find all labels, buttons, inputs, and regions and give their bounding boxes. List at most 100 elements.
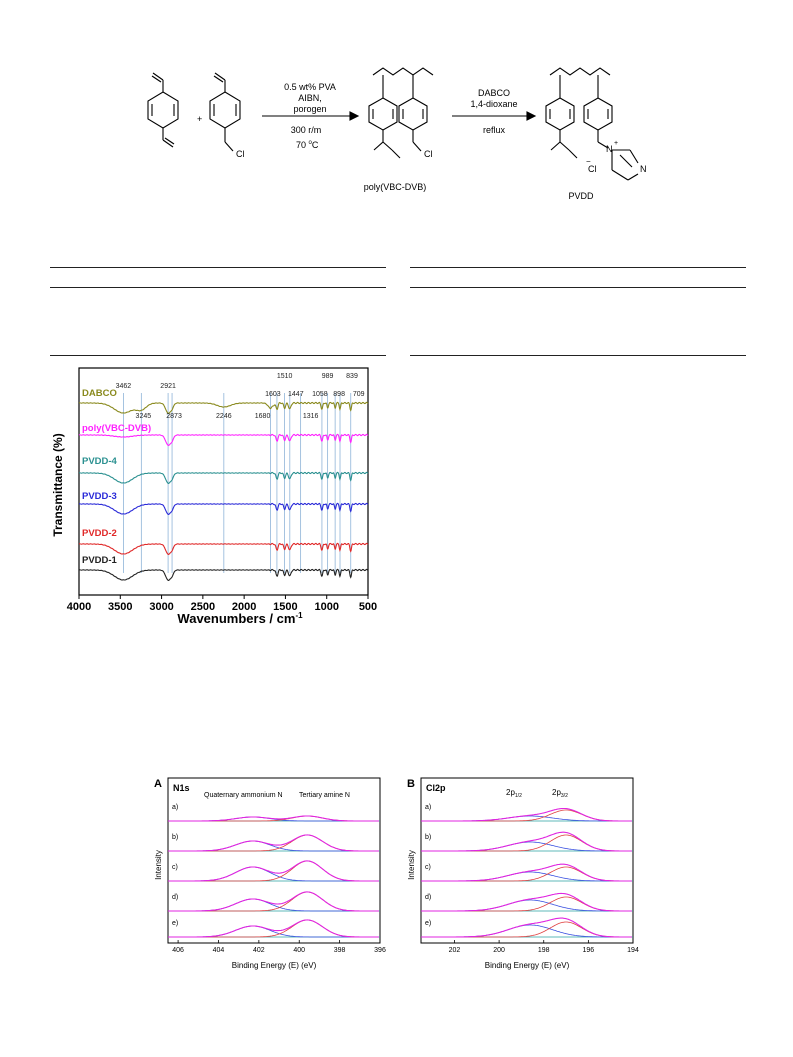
ftir-series-line <box>78 433 369 446</box>
ftir-figure: Transmittance (%) 4000 3500 3000 2500 2000 15… <box>50 365 390 630</box>
reaction-scheme: + Cl Cl 0.5 wt% PVA AIBN, porogen 300 r/… <box>0 0 793 230</box>
step2-condition-1: reflux <box>483 125 506 135</box>
xps-b-spectra: a) b) c) d) e) <box>421 804 633 938</box>
panel-a-letter: A <box>154 778 162 790</box>
plus-charge: + <box>614 140 618 147</box>
xps-row-label: d) <box>172 894 178 901</box>
xps-envelope <box>421 831 632 852</box>
step1-condition-1: 300 r/m <box>291 125 322 135</box>
step1-condition-2: 70 oC <box>296 140 319 150</box>
ftir-series-label: PVDD-1 <box>82 555 118 566</box>
ftir-peak-label: 839 <box>346 373 358 380</box>
ftir-series-label: PVDD-2 <box>82 528 117 539</box>
ftir-x-tick-label: 2000 <box>232 601 256 613</box>
xps-x-tick-label: 404 <box>213 947 225 954</box>
panel-b-letter: B <box>407 778 415 790</box>
xps-b-peak-right: 2p3/2 <box>552 788 568 799</box>
step2-reagent-2: 1,4-dioxane <box>470 99 517 109</box>
xps-x-tick-label: 406 <box>172 947 184 954</box>
plus-sign: + <box>197 114 202 124</box>
xps-x-tick-label: 198 <box>538 947 550 954</box>
ftir-series-label: DABCO <box>82 388 117 399</box>
ftir-series-label: PVDD-4 <box>82 456 118 467</box>
xps-x-tick-label: 202 <box>449 947 461 954</box>
xps-row-label: b) <box>425 834 431 841</box>
ftir-x-tick-label: 4000 <box>67 601 91 613</box>
xps-envelope <box>168 919 379 938</box>
ftir-y-axis-label: Transmittance (%) <box>51 433 65 536</box>
ftir-series-line <box>78 568 369 581</box>
xps-row-label: a) <box>425 804 431 811</box>
xps-panel-b: B Cl2p 2p1/2 2p3/2 Intensity a) b) c) d) e) … <box>405 775 645 975</box>
ftir-x-tick-label: 3000 <box>149 601 173 613</box>
xps-envelope <box>421 863 632 882</box>
table-left-header-rule <box>50 287 386 288</box>
xps-b-y-label: Intensity <box>407 850 416 880</box>
xps-b-tag: Cl2p <box>426 783 446 793</box>
xps-envelope <box>421 917 632 938</box>
ftir-peak-label: 1680 <box>255 413 271 420</box>
ftir-peak-label: 709 <box>353 391 365 398</box>
xps-a-tag: N1s <box>173 783 190 793</box>
xps-envelope <box>168 860 379 882</box>
step2-reagent-1: DABCO <box>478 88 510 98</box>
ftir-x-axis-label: Wavenumbers / cm-1 <box>177 611 303 626</box>
ftir-peak-labels: 3462 3245 2921 2873 2246 1680 1603 1510 1447 1316… <box>116 373 365 420</box>
xps-panel-a: A N1s Quaternary ammonium N Tertiary ami… <box>152 775 392 975</box>
xps-x-tick-label: 200 <box>493 947 505 954</box>
xps-row-label: b) <box>172 834 178 841</box>
ftir-series-label: poly(VBC-DVB) <box>82 423 151 434</box>
chloride-counterion: Cl <box>588 164 597 174</box>
ftir-peak-label: 898 <box>333 391 345 398</box>
xps-row-label: c) <box>425 864 431 871</box>
xps-a-x-label: Binding Energy (E) (eV) <box>232 961 317 970</box>
product2-label: PVDD <box>568 191 594 201</box>
cl-label-vbc: Cl <box>236 149 245 159</box>
ftir-peak-label: 1058 <box>312 391 328 398</box>
xps-a-frame <box>167 777 381 944</box>
xps-x-tick-label: 402 <box>253 947 265 954</box>
ftir-x-tick-label: 1000 <box>314 601 338 613</box>
step1-reagent-2: AIBN, <box>298 93 322 103</box>
xps-a-spectra: a) b) c) d) e) <box>168 804 380 938</box>
xps-row-label: d) <box>425 894 431 901</box>
ftir-peak-label: 989 <box>322 373 334 380</box>
table-right-header-rule <box>410 287 746 288</box>
xps-row-label: c) <box>172 864 178 871</box>
step1-reagent-3: porogen <box>293 104 326 114</box>
ftir-peak-label: 2921 <box>160 383 176 390</box>
xps-a-y-label: Intensity <box>154 850 163 880</box>
xps-b-x-ticks: 202 200 198 196 194 <box>449 940 639 954</box>
table-left-bottom-rule <box>50 355 386 356</box>
xps-x-tick-label: 196 <box>583 947 595 954</box>
xps-envelope <box>168 891 379 912</box>
xps-row-label: e) <box>425 920 431 927</box>
xps-row-label: e) <box>172 920 178 927</box>
ftir-x-tick-label: 1500 <box>273 601 297 613</box>
xps-a-peak-left: Quaternary ammonium N <box>204 792 283 799</box>
table-right-top-rule <box>410 267 746 268</box>
ftir-peak-label: 2246 <box>216 413 232 420</box>
ftir-chart: Transmittance (%) 4000 3500 3000 2500 2000 15… <box>51 367 377 626</box>
xps-b-frame <box>420 777 634 944</box>
xps-a-peak-right: Tertiary amine N <box>299 792 350 799</box>
product1-label: poly(VBC-DVB) <box>364 182 427 192</box>
ftir-series-line <box>78 471 369 484</box>
ftir-series-labels: DABCO poly(VBC-DVB) PVDD-4 PVDD-3 PVDD-2 PVDD… <box>82 388 151 566</box>
n-atom: N <box>640 164 647 174</box>
ftir-peak-label: 1510 <box>277 373 293 380</box>
xps-a-x-ticks: 406 404 402 400 398 396 <box>172 940 386 954</box>
xps-b-peak-left: 2p1/2 <box>506 788 522 799</box>
ftir-series-line <box>78 401 369 414</box>
step1-reagent-1: 0.5 wt% PVA <box>284 82 336 92</box>
ftir-spectra <box>78 401 369 581</box>
xps-x-tick-label: 396 <box>374 947 386 954</box>
xps-x-tick-label: 398 <box>334 947 346 954</box>
n-plus-atom: N <box>606 144 613 154</box>
ftir-peak-label: 2873 <box>166 413 182 420</box>
ftir-x-ticks: 4000 3500 3000 2500 2000 1500 1000 500 <box>67 595 377 613</box>
xps-row-label: a) <box>172 804 178 811</box>
minus-charge: − <box>586 157 591 166</box>
ftir-series-line <box>78 542 369 555</box>
xps-x-tick-label: 194 <box>627 947 639 954</box>
